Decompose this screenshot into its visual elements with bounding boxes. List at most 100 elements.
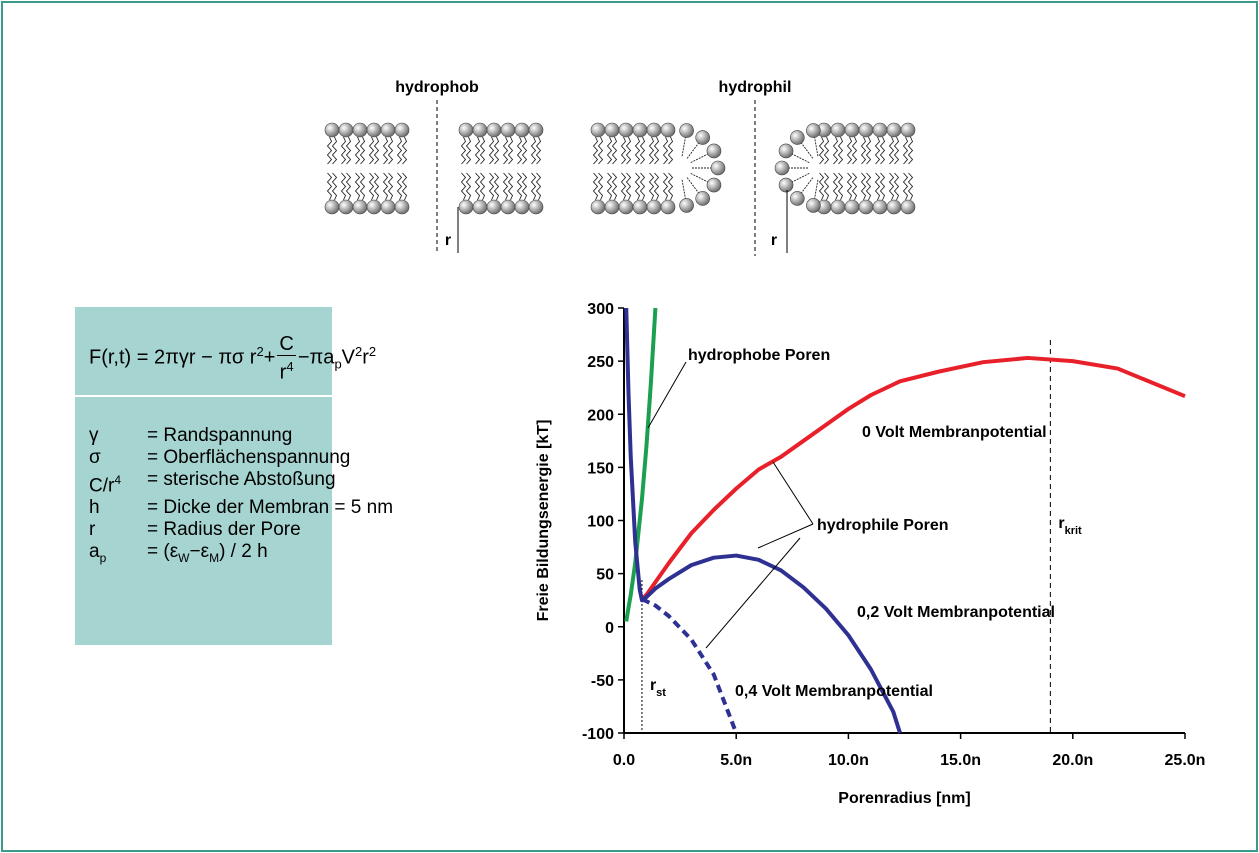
- lipid-tail: [504, 173, 508, 200]
- lipid-tail: [862, 173, 866, 200]
- lipid-head: [696, 191, 710, 205]
- lipid-head: [845, 123, 859, 137]
- lipid-tail: [669, 137, 673, 164]
- lipid-tail: [467, 173, 471, 200]
- formula-part: 2: [369, 344, 376, 359]
- lipid-tail: [848, 137, 852, 164]
- lipid-head: [605, 200, 619, 214]
- lipid-tail: [462, 173, 466, 200]
- lipid-tail: [495, 137, 499, 164]
- lipid-tail: [462, 137, 466, 164]
- lipid-tail: [594, 173, 598, 200]
- lipid-tail: [890, 173, 894, 200]
- meaning: = Oberflächenspannung: [147, 447, 350, 469]
- y-tick-label: -100: [582, 726, 614, 743]
- x-tick-label: 15.0n: [940, 752, 981, 769]
- meaning: = Randspannung: [147, 425, 292, 447]
- lipid-head: [806, 198, 820, 212]
- membrane-diagram: [325, 123, 915, 214]
- lipid-tail: [389, 137, 393, 164]
- lipid-head: [661, 123, 675, 137]
- y-tick-label: 300: [587, 301, 614, 318]
- lipid-tail: [834, 137, 838, 164]
- lipid-head: [619, 123, 633, 137]
- symbol-group: C/r4: [89, 469, 147, 497]
- lipid-tail: [481, 137, 485, 164]
- lipid-tail: [881, 137, 885, 164]
- lipid-tail: [476, 173, 480, 200]
- marker-label-sub: st: [656, 687, 666, 699]
- lipid-tail: [356, 173, 360, 200]
- lipid-tail: [518, 137, 522, 164]
- formula-box: F(r,t) = 2πγr − πσ r2+Cr4−πapV2r2 γ= Ran…: [75, 307, 332, 645]
- lipid-head: [339, 123, 353, 137]
- lipid-head: [696, 131, 710, 145]
- lipid-head: [707, 144, 721, 158]
- lipid-head: [711, 161, 725, 175]
- lipid-head: [339, 200, 353, 214]
- fraction: Cr4: [277, 333, 295, 384]
- lipid-head: [790, 191, 804, 205]
- lipid-tail: [361, 173, 365, 200]
- lipid-tail: [655, 137, 659, 164]
- annotation: 0,4 Volt Membranpotential: [735, 683, 933, 700]
- separator: [75, 395, 332, 397]
- lipid-head: [680, 124, 694, 138]
- lipid-tail: [481, 173, 485, 200]
- lipid-tail: [375, 137, 379, 164]
- lipid-tail: [876, 173, 880, 200]
- y-tick-label: 50: [596, 567, 614, 584]
- lipid-tail: [398, 173, 402, 200]
- lipid-tail: [490, 173, 494, 200]
- lipid-head: [901, 200, 915, 214]
- meaning: = Dicke der Membran = 5 nm: [147, 497, 393, 519]
- lipid-tail: [403, 173, 407, 200]
- lipid-head: [325, 123, 339, 137]
- lipid-head: [779, 178, 793, 192]
- symbol: σ: [89, 447, 147, 469]
- y-tick-label: 250: [587, 354, 614, 371]
- annotation: hydrophile Poren: [817, 517, 949, 534]
- lipid-tail: [853, 137, 857, 164]
- lipid-tail: [509, 173, 513, 200]
- lipid-head: [901, 123, 915, 137]
- symbol-group: ap: [89, 541, 147, 569]
- lipid-tail: [650, 137, 654, 164]
- lipid-head: [459, 123, 473, 137]
- lipid-head: [459, 200, 473, 214]
- formula-part: C: [277, 333, 295, 356]
- symbol: r: [89, 519, 147, 541]
- symbol: C/r: [89, 475, 114, 496]
- lipid-tail: [664, 173, 668, 200]
- lipid-head: [619, 200, 633, 214]
- lipid-head: [859, 200, 873, 214]
- formula-part: +: [264, 347, 276, 369]
- lipid-tail: [398, 137, 402, 164]
- lipid-tail: [523, 173, 527, 200]
- lipid-head: [367, 123, 381, 137]
- lipid-head: [353, 200, 367, 214]
- meaning: ) / 2 h: [219, 541, 268, 562]
- lipid-head: [775, 161, 789, 175]
- lipid-tail: [599, 137, 603, 164]
- lipid-head: [501, 123, 515, 137]
- lipid-head: [473, 200, 487, 214]
- lipid-tail: [504, 137, 508, 164]
- lipid-head: [395, 200, 409, 214]
- lipid-head: [591, 123, 605, 137]
- lipid-tail: [342, 137, 346, 164]
- lipid-tail: [495, 173, 499, 200]
- lipid-head: [831, 123, 845, 137]
- x-tick-label: 5.0n: [720, 752, 752, 769]
- x-tick-label: 0.0: [613, 752, 635, 769]
- lipid-tail: [655, 173, 659, 200]
- lipid-tail: [347, 137, 351, 164]
- x-tick-label: 10.0n: [828, 752, 869, 769]
- definition: h= Dicke der Membran = 5 nm: [89, 497, 393, 519]
- lipid-tail: [909, 137, 913, 164]
- lipid-tail: [333, 137, 337, 164]
- x-tick-label: 20.0n: [1052, 752, 1093, 769]
- lipid-head: [680, 198, 694, 212]
- meaning-group: = (εW−εM) / 2 h: [147, 541, 268, 569]
